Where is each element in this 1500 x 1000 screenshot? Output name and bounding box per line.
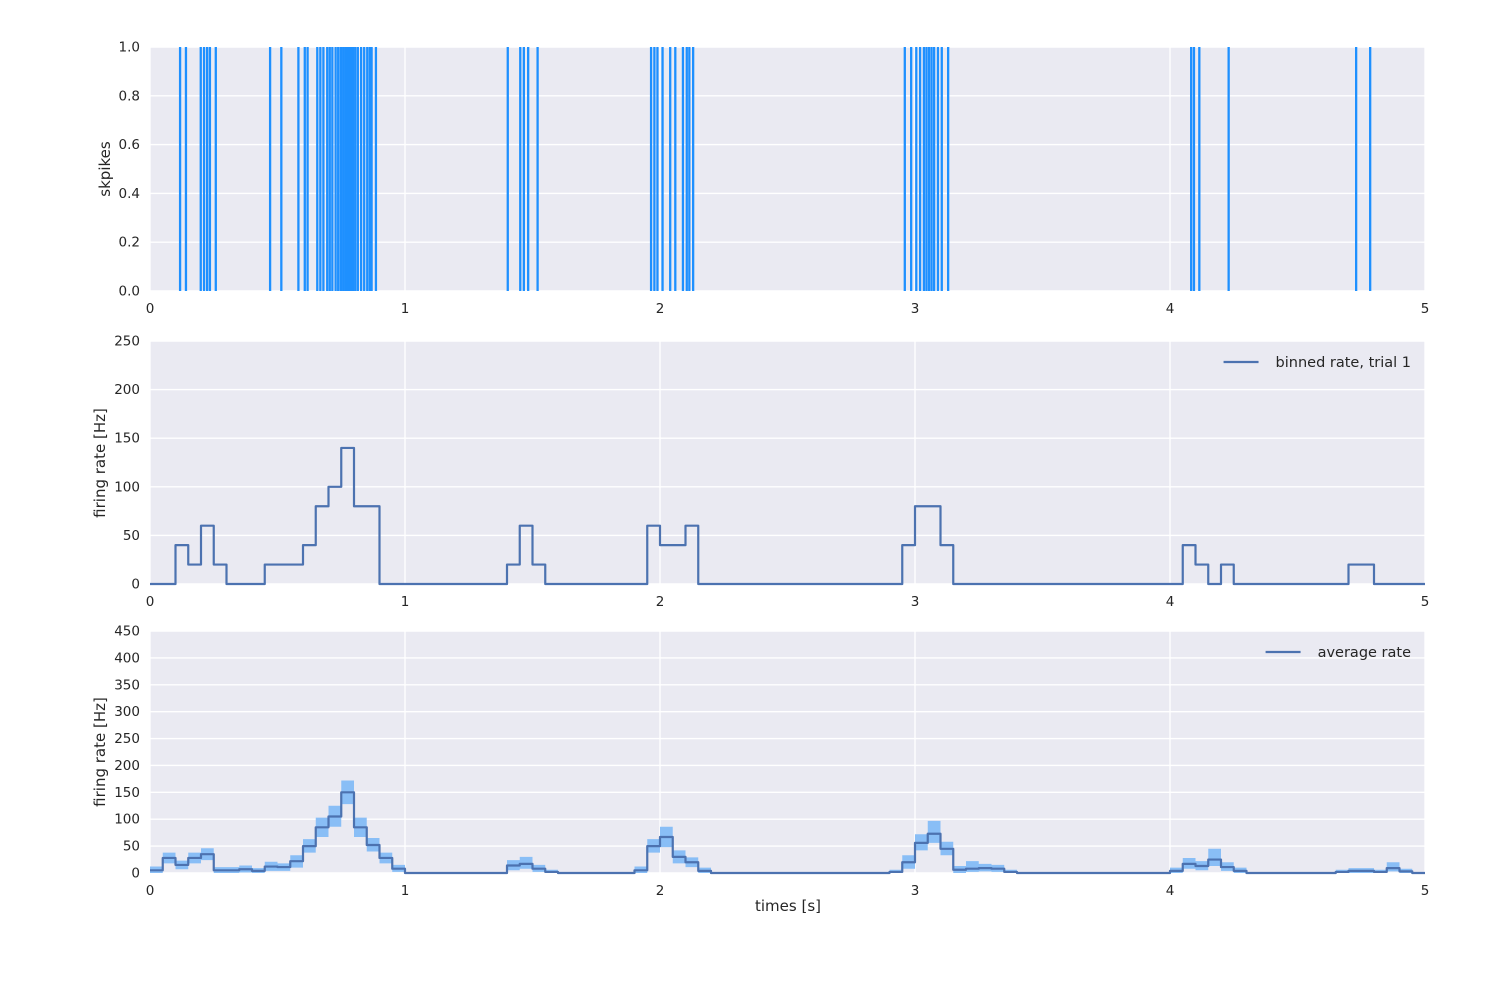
x-tick-label: 0 xyxy=(146,883,155,899)
y-tick-label: 400 xyxy=(114,650,140,666)
y-tick-label: 50 xyxy=(123,528,140,544)
spike-lines xyxy=(178,47,1372,291)
y-tick-label: 1.0 xyxy=(119,40,140,56)
x-tick-label: 4 xyxy=(1166,883,1175,899)
y-tick-label: 100 xyxy=(114,812,140,828)
y-tick-label: 250 xyxy=(114,731,140,747)
binned-rate-y-axis-label: firing rate [Hz] xyxy=(91,408,109,518)
y-tick-label: 200 xyxy=(114,758,140,774)
x-tick-label: 5 xyxy=(1421,883,1430,899)
legend-label: binned rate, trial 1 xyxy=(1276,355,1411,371)
x-tick-label: 2 xyxy=(656,301,665,317)
plot-background xyxy=(150,341,1425,584)
average-rate-y-axis-label: firing rate [Hz] xyxy=(91,697,109,807)
x-tick-label: 2 xyxy=(656,594,665,610)
y-tick-label: 150 xyxy=(114,431,140,447)
y-tick-label: 100 xyxy=(114,479,140,495)
x-tick-label: 4 xyxy=(1166,594,1175,610)
y-tick-label: 450 xyxy=(114,624,140,640)
y-tick-label: 200 xyxy=(114,382,140,398)
y-tick-label: 0.6 xyxy=(119,137,140,153)
x-tick-label: 1 xyxy=(401,883,410,899)
legend-label: average rate xyxy=(1318,645,1412,661)
spike-raster-plot: 0 1 2 3 4 5 0.0 0.2 0.4 0.6 0.8 1.0 xyxy=(119,40,1430,318)
x-tick-label: 0 xyxy=(146,594,155,610)
y-tick-label: 0.4 xyxy=(119,186,140,202)
y-tick-label: 0.0 xyxy=(119,284,140,300)
y-tick-label: 0.8 xyxy=(119,88,140,104)
y-tick-label: 300 xyxy=(114,704,140,720)
y-tick-label: 50 xyxy=(123,839,140,855)
x-tick-label: 3 xyxy=(911,594,920,610)
x-tick-label: 1 xyxy=(401,594,410,610)
x-tick-label: 2 xyxy=(656,883,665,899)
x-tick-label: 0 xyxy=(146,301,155,317)
x-tick-label: 5 xyxy=(1421,301,1430,317)
x-tick-label: 1 xyxy=(401,301,410,317)
x-tick-label: 3 xyxy=(911,301,920,317)
average-rate-line xyxy=(150,791,1425,875)
binned-rate-line xyxy=(150,446,1425,586)
plot-background xyxy=(150,47,1425,291)
x-axis-label: times [s] xyxy=(755,897,821,915)
raster-y-axis-label: skpikes xyxy=(96,141,114,197)
x-tick-label: 4 xyxy=(1166,301,1175,317)
average-rate-plot: 0 1 2 3 4 5050100150200250300350400450average… xyxy=(114,624,1429,900)
x-tick-label: 3 xyxy=(911,883,920,899)
plot-background xyxy=(150,631,1425,873)
y-tick-label: 250 xyxy=(114,334,140,350)
error-band xyxy=(150,780,1425,873)
y-tick-label: 0 xyxy=(131,577,140,593)
y-tick-label: 0.2 xyxy=(119,235,140,251)
y-tick-label: 350 xyxy=(114,677,140,693)
y-tick-label: 150 xyxy=(114,785,140,801)
y-tick-label: 0 xyxy=(131,866,140,882)
x-tick-label: 5 xyxy=(1421,594,1430,610)
